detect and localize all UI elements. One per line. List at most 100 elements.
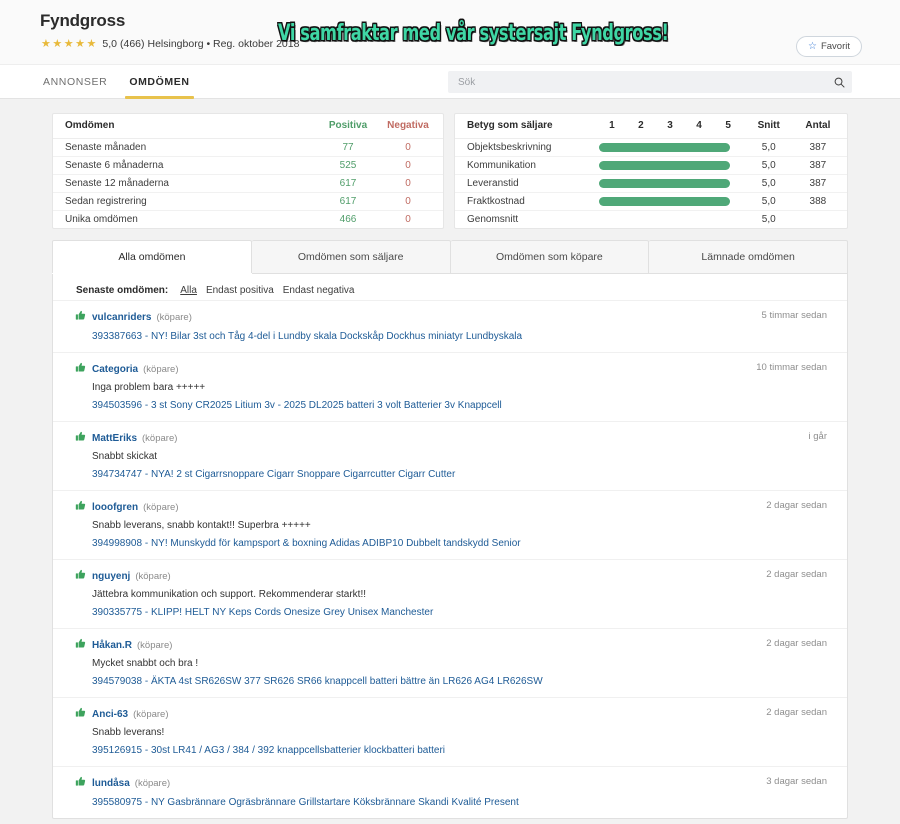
review-header: looofgren (köpare) <box>75 500 829 514</box>
review-item: vulcanriders (köpare) 5 timmar sedan 393387… <box>53 300 847 352</box>
tab-omdomen-som-saljare[interactable]: Omdömen som säljare <box>251 240 451 273</box>
tab-annonser[interactable]: ANNONSER <box>43 76 108 88</box>
summary-negative-count[interactable]: 0 <box>381 156 443 175</box>
review-item: Anci-63 (köpare) 2 dagar sedan Snabb levera… <box>53 697 847 766</box>
summary-row-label: Senaste månaden <box>53 138 315 157</box>
page-title: Fyndgross <box>40 11 126 30</box>
thumbs-up-icon <box>75 500 87 514</box>
review-username[interactable]: looofgren <box>92 501 139 513</box>
total-average: 5,0 <box>761 213 776 225</box>
table-row-total: Genomsnitt 5,0 <box>455 210 847 228</box>
review-username[interactable]: MattEriks <box>92 432 138 444</box>
review-item-link[interactable]: 394998908 - NY! Munskydd för kampsport &… <box>92 538 521 549</box>
thumbs-up-icon <box>75 431 87 445</box>
summary-row-label: Sedan registrering <box>53 192 315 211</box>
review-role: (köpare) <box>134 777 171 789</box>
review-comment: Jättebra kommunikation och support. Reko… <box>92 589 367 600</box>
review-tab-list: Alla omdömen Omdömen som säljare Omdömen… <box>52 240 848 274</box>
filter-endast-positiva[interactable]: Endast positiva <box>205 284 274 296</box>
tab-omdomen-som-kopare[interactable]: Omdömen som köpare <box>450 240 650 273</box>
summary-positive-count[interactable]: 617 <box>315 192 381 211</box>
total-label: Genomsnitt <box>467 213 519 225</box>
tab-alla-omdomen[interactable]: Alla omdömen <box>52 240 252 273</box>
review-username[interactable]: Categoria <box>92 363 139 375</box>
summary-positive-count[interactable]: 617 <box>315 174 381 193</box>
rating-row-label: Kommunikation <box>455 156 598 175</box>
review-item-link[interactable]: 393387663 - NY! Bilar 3st och Tåg 4-del … <box>92 331 523 342</box>
table-row: Sedan registrering 617 0 <box>53 192 443 211</box>
star-icon: ★ <box>63 37 74 50</box>
review-comment: Inga problem bara +++++ <box>92 382 206 393</box>
review-username[interactable]: vulcanriders <box>92 311 152 323</box>
search-input[interactable] <box>448 76 826 88</box>
page-header: Fyndgross ★ ★ ★ ★ ★ 5,0 (466) Helsingbor… <box>0 0 900 65</box>
col-scale-4: 4 <box>684 114 714 139</box>
col-scale-1: 1 <box>597 114 627 139</box>
review-role: (köpare) <box>143 363 179 375</box>
favorite-button-label: Favorit <box>820 41 850 52</box>
filter-label: Senaste omdömen: <box>76 284 169 296</box>
filter-alla[interactable]: Alla <box>180 284 197 296</box>
review-item-link[interactable]: 394579038 - ÄKTA 4st SR626SW 377 SR626 S… <box>92 676 543 687</box>
summary-positive-count[interactable]: 77 <box>315 138 381 157</box>
seller-ratings-card: Betyg som säljare 1 2 3 4 5 Snitt Antal … <box>454 113 848 229</box>
review-username[interactable]: Anci-63 <box>92 708 129 720</box>
search-bar[interactable] <box>448 71 852 93</box>
review-username[interactable]: Håkan.R <box>92 639 133 651</box>
summary-negative-count[interactable]: 0 <box>381 174 443 193</box>
tab-lamnade-omdomen[interactable]: Lämnade omdömen <box>649 240 848 273</box>
summary-negative-count[interactable]: 0 <box>381 138 443 157</box>
rating-count: 387 <box>794 138 847 157</box>
review-timestamp: 3 dagar sedan <box>766 776 827 787</box>
rating-bar-fill <box>599 178 731 188</box>
star-icon: ★ <box>41 37 51 50</box>
rating-row-label: Objektsbeskrivning <box>455 138 598 157</box>
summary-tables-row: Omdömen Positiva Negativa Senaste månade… <box>52 113 848 229</box>
rating-bar-fill <box>599 142 731 152</box>
review-item-link[interactable]: 395580975 - NY Gasbrännare Ogräsbrännare… <box>92 797 519 808</box>
col-positiva: Positiva <box>315 114 381 139</box>
tab-omdomen[interactable]: OMDÖMEN <box>125 65 194 99</box>
reviews-summary-card: Omdömen Positiva Negativa Senaste månade… <box>52 113 444 229</box>
rating-row-label: Leveranstid <box>455 174 598 193</box>
review-item-link[interactable]: 394734747 - NYA! 2 st Cigarrsnoppare Cig… <box>92 469 456 480</box>
summary-row-label: Senaste 6 månaderna <box>53 156 315 175</box>
summary-negative-count[interactable]: 0 <box>405 213 411 225</box>
col-betyg-som-saljare: Betyg som säljare <box>455 114 598 139</box>
review-role: (köpare) <box>135 570 171 582</box>
rating-bar-cell <box>597 138 743 157</box>
review-timestamp: 2 dagar sedan <box>766 569 827 580</box>
review-role: (köpare) <box>156 311 192 323</box>
table-row: Senaste månaden 77 0 <box>53 138 443 157</box>
review-timestamp: 2 dagar sedan <box>766 707 827 718</box>
reviews-summary-table: Omdömen Positiva Negativa Senaste månade… <box>53 114 443 228</box>
review-header: Anci-63 (köpare) <box>75 707 829 721</box>
rating-row-label: Fraktkostnad <box>455 192 598 211</box>
favorite-button[interactable]: ☆ Favorit <box>795 36 862 57</box>
review-item-link[interactable]: 390335775 - KLIPP! HELT NY Keps Cords On… <box>92 607 434 618</box>
thumbs-up-icon <box>75 776 87 790</box>
summary-positive-count[interactable]: 525 <box>315 156 381 175</box>
rating-average: 5,0 <box>742 192 795 211</box>
rating-count: 387 <box>794 156 847 175</box>
rating-value: 5,0 <box>102 38 117 50</box>
summary-negative-count[interactable]: 0 <box>381 192 443 211</box>
search-icon[interactable] <box>826 77 852 88</box>
filter-endast-negativa[interactable]: Endast negativa <box>282 284 355 296</box>
col-scale-3: 3 <box>655 114 685 139</box>
review-item-link[interactable]: 395126915 - 30st LR41 / AG3 / 384 / 392 … <box>92 745 445 756</box>
review-username[interactable]: lundåsa <box>92 777 130 789</box>
review-username[interactable]: nguyenj <box>92 570 131 582</box>
review-item: looofgren (köpare) 2 dagar sedan Snabb leve… <box>53 490 847 559</box>
review-item-link[interactable]: 394503596 - 3 st Sony CR2025 Litium 3v -… <box>92 400 502 411</box>
summary-positive-count[interactable]: 466 <box>339 213 357 225</box>
rating-average: 5,0 <box>742 156 795 175</box>
seller-ratings-body: Objektsbeskrivning 5,0 387 Kommunikation 5,0… <box>455 138 847 228</box>
review-filter-row: Senaste omdömen: Alla Endast positiva En… <box>53 274 847 300</box>
review-header: Håkan.R (köpare) <box>75 638 829 652</box>
rating-bar-fill <box>599 196 731 206</box>
review-item: Categoria (köpare) 10 timmar sedan Inga pro… <box>53 352 847 421</box>
review-header: vulcanriders (köpare) <box>75 310 829 324</box>
review-item: Håkan.R (köpare) 2 dagar sedan Mycket snabb… <box>53 628 847 697</box>
review-header: MattEriks (köpare) <box>75 431 829 445</box>
